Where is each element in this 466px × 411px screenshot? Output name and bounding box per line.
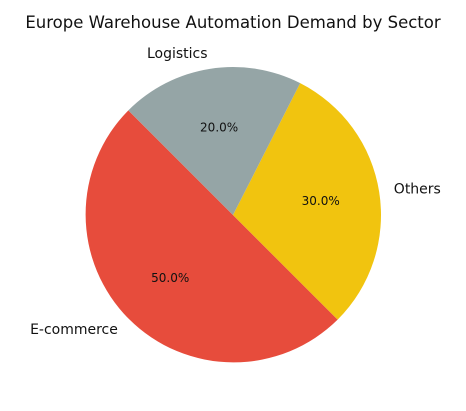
slice-percent-e-commerce: 50.0%	[151, 271, 189, 285]
pie-labels: E-commerce 50.0% Others 30.0% Logistics 20.0%	[30, 46, 441, 338]
slice-label-logistics: Logistics	[147, 46, 208, 62]
slice-label-e-commerce: E-commerce	[30, 322, 118, 338]
chart-title: Europe Warehouse Automation Demand by Se…	[25, 13, 441, 32]
pie-slices	[85, 67, 381, 363]
slice-percent-others: 30.0%	[302, 194, 340, 208]
pie-slice-logistics	[128, 67, 301, 215]
slice-percent-logistics: 20.0%	[200, 120, 238, 134]
slice-label-others: Others	[394, 182, 441, 198]
pie-slice-others	[233, 83, 381, 320]
pie-slice-e-commerce	[85, 110, 338, 363]
